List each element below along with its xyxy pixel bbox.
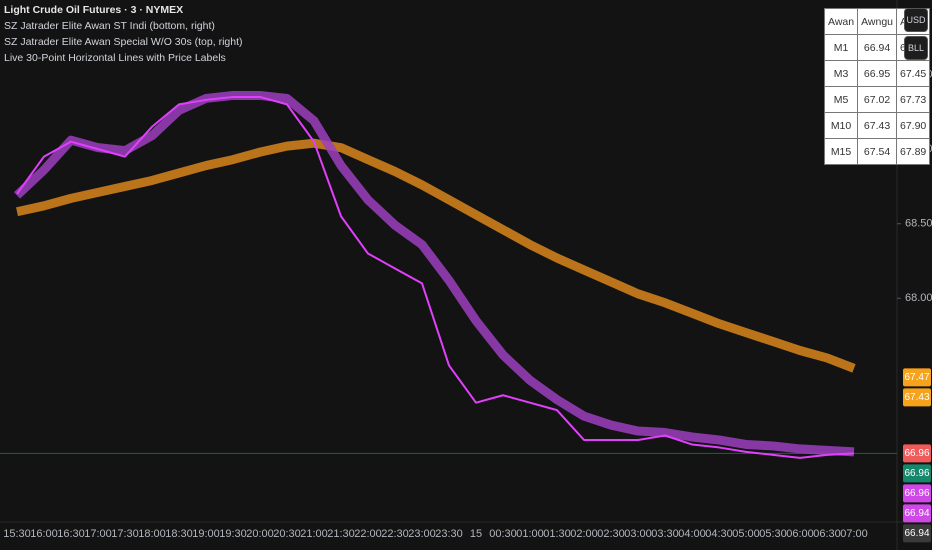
- x-tick-label: 19:00: [192, 528, 220, 540]
- x-tick-label: 15: [470, 528, 482, 540]
- x-tick-label: 07:00: [840, 528, 868, 540]
- unit-button[interactable]: BLL: [904, 36, 928, 60]
- indicator-label: SZ Jatrader Elite Awan Special W/O 30s (…: [4, 36, 243, 48]
- x-tick-label: 15:30: [3, 528, 31, 540]
- legend: Light Crude Oil Futures · 3 · NYMEX SZ J…: [4, 2, 243, 66]
- table-cell: 67.45: [895, 60, 931, 87]
- table-cell: 66.95: [857, 60, 897, 87]
- x-tick-label: 16:30: [57, 528, 85, 540]
- indicator-label: Live 30-Point Horizontal Lines with Pric…: [4, 52, 226, 64]
- x-tick-label: 02:00: [570, 528, 598, 540]
- table-cell: M10: [823, 112, 859, 139]
- table-cell: 67.02: [857, 86, 897, 113]
- table-cell: 67.89: [895, 138, 931, 165]
- price-label: 67.43: [904, 392, 929, 403]
- x-tick-label: 04:00: [678, 528, 706, 540]
- price-label-box: [903, 444, 931, 463]
- price-label: 66.94: [904, 528, 929, 539]
- table-row: M10 67.43 67.90: [823, 112, 931, 139]
- x-tick-label: 05:00: [732, 528, 760, 540]
- x-tick-label: 23:00: [408, 528, 436, 540]
- table-cell: M3: [823, 60, 859, 87]
- chart-title: Light Crude Oil Futures · 3 · NYMEX: [4, 4, 184, 16]
- table-cell: 67.90: [895, 112, 931, 139]
- table-cell: Awan: [823, 8, 859, 35]
- y-tick-label: 68.50: [905, 218, 932, 230]
- table-cell: 67.73: [895, 86, 931, 113]
- series-line: [13, 90, 855, 457]
- price-label-box: [903, 388, 931, 407]
- x-tick-label: 03:00: [624, 528, 652, 540]
- x-tick-label: 22:30: [381, 528, 409, 540]
- table-cell: 67.43: [857, 112, 897, 139]
- table-cell: Awngu: [857, 8, 897, 35]
- x-tick-label: 04:30: [705, 528, 733, 540]
- x-tick-label: 01:00: [516, 528, 544, 540]
- x-tick-label: 03:30: [651, 528, 679, 540]
- x-tick-label: 22:00: [354, 528, 382, 540]
- x-tick-label: 19:30: [219, 528, 247, 540]
- table-cell: 67.54: [857, 138, 897, 165]
- x-tick-label: 17:30: [111, 528, 139, 540]
- x-tick-label: 18:00: [138, 528, 166, 540]
- x-tick-label: 00:30: [489, 528, 517, 540]
- x-tick-label: 21:30: [327, 528, 355, 540]
- x-tick-label: 20:00: [246, 528, 274, 540]
- x-tick-label: 16:00: [30, 528, 58, 540]
- price-label: 66.96: [904, 448, 929, 459]
- table-cell: M15: [823, 138, 859, 165]
- price-label-box: [903, 464, 931, 483]
- y-tick-label: 68.00: [905, 292, 932, 304]
- x-tick-label: 05:30: [759, 528, 787, 540]
- x-tick-label: 06:00: [786, 528, 814, 540]
- x-tick-label: 01:30: [543, 528, 571, 540]
- table-cell: M1: [823, 34, 859, 61]
- x-tick-label: 20:30: [273, 528, 301, 540]
- x-tick-label: 23:30: [435, 528, 463, 540]
- x-tick-label: 17:00: [84, 528, 112, 540]
- price-label-box: [903, 368, 931, 387]
- table-row: M5 67.02 67.73: [823, 86, 931, 113]
- price-label: 66.96: [904, 488, 929, 499]
- price-label: 66.94: [904, 508, 929, 519]
- price-label: 67.47: [904, 372, 929, 383]
- x-tick-label: 21:00: [300, 528, 328, 540]
- series-line: [16, 138, 856, 373]
- table-cell: 66.94: [857, 34, 897, 61]
- price-label-box: [903, 484, 931, 503]
- price-label-box: [903, 504, 931, 523]
- table-row: M15 67.54 67.89: [823, 138, 931, 165]
- x-tick-label: 06:30: [813, 528, 841, 540]
- table-row: M3 66.95 67.45: [823, 60, 931, 87]
- price-label-box: [903, 524, 931, 543]
- x-tick-label: 02:30: [597, 528, 625, 540]
- table-cell: M5: [823, 86, 859, 113]
- price-label: 66.96: [904, 468, 929, 479]
- currency-button[interactable]: USD: [904, 8, 928, 32]
- series-line: [16, 95, 855, 459]
- indicator-label: SZ Jatrader Elite Awan ST Indi (bottom, …: [4, 20, 215, 32]
- x-tick-label: 18:30: [165, 528, 193, 540]
